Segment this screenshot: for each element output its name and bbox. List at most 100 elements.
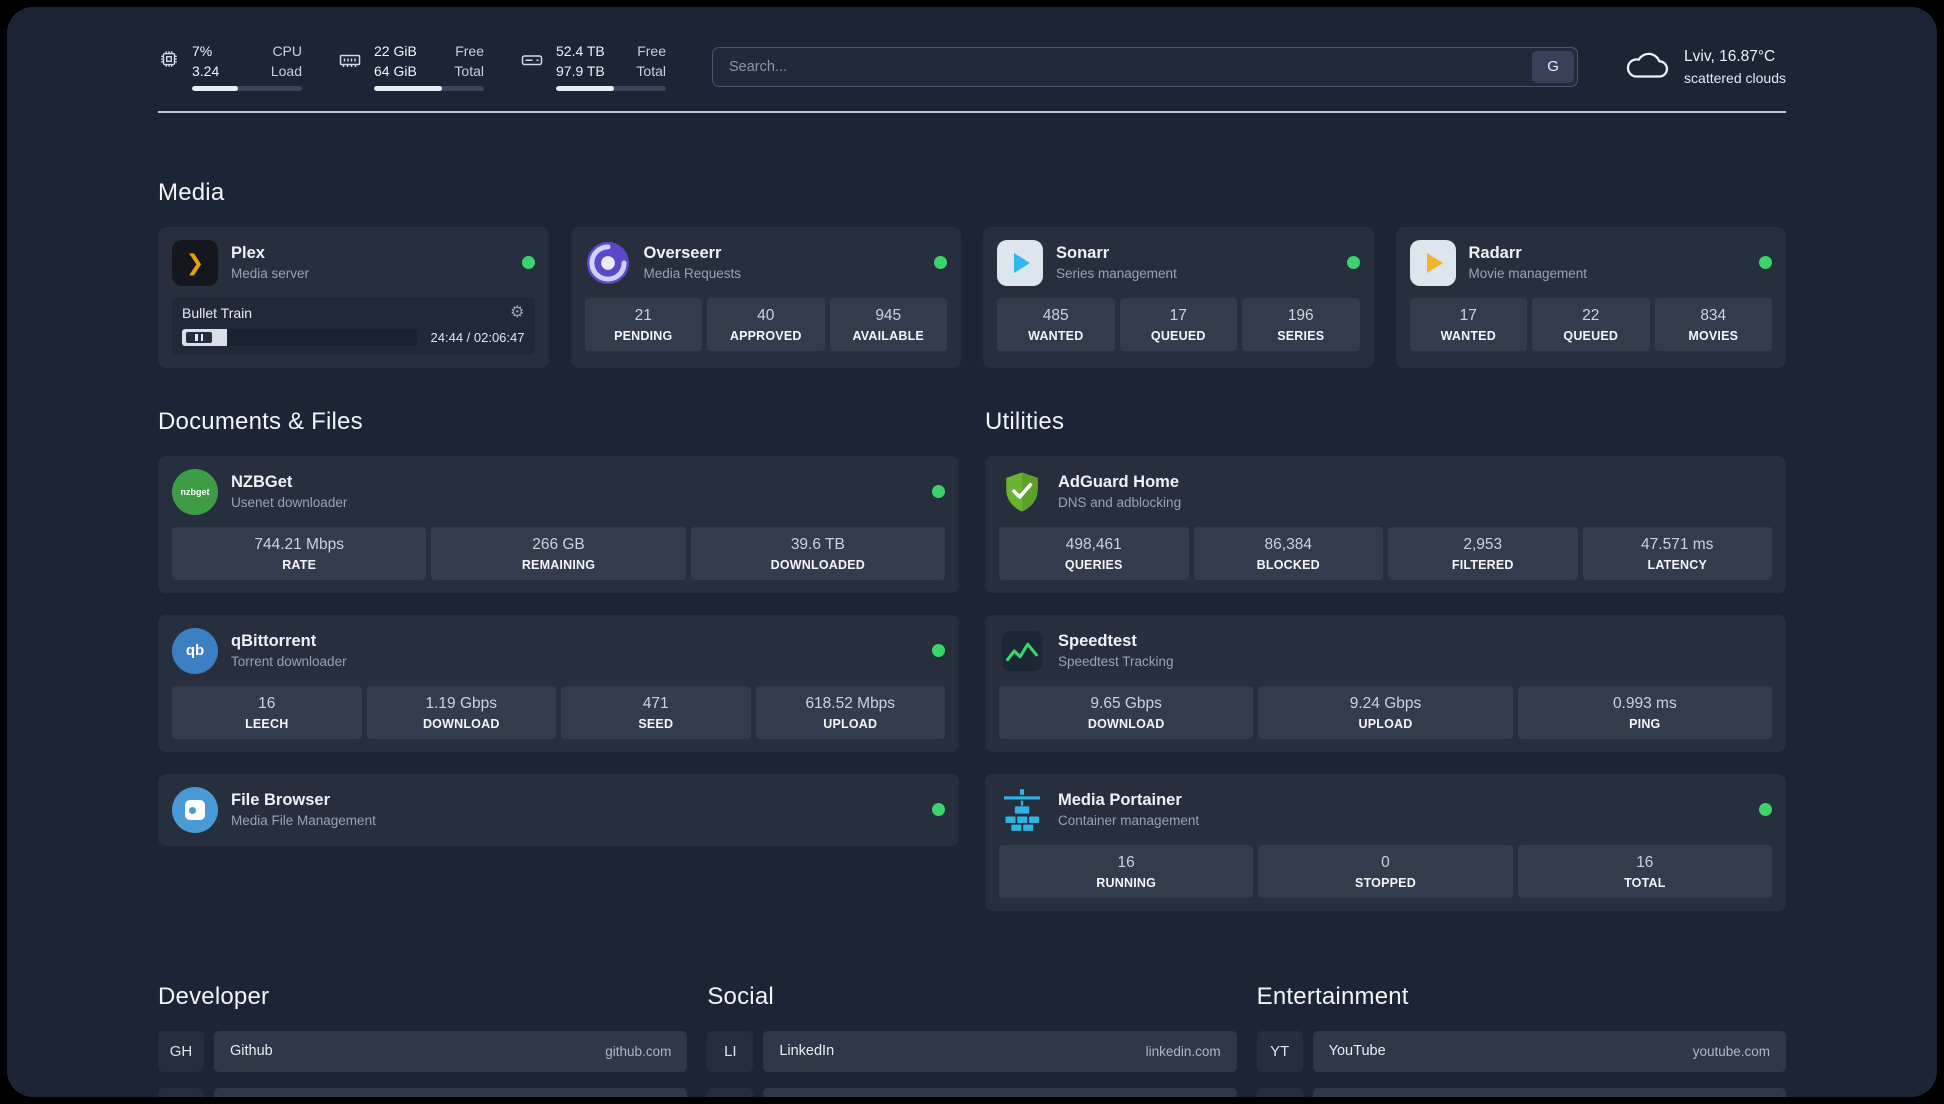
search-input[interactable] [712, 46, 1579, 87]
disk-usage-bar [556, 85, 666, 91]
sonarr-icon[interactable] [997, 239, 1043, 286]
pause-button[interactable] [186, 331, 212, 343]
app-subtitle: Speedtest Tracking [1058, 654, 1174, 670]
stat-latency: 47.571 ms LATENCY [1582, 526, 1772, 580]
app-name[interactable]: Media Portainer [1058, 791, 1182, 810]
app-name[interactable]: File Browser [231, 791, 331, 810]
bookmark-link-stackoverflow[interactable]: StackOverflow stackoverflow.com [214, 1087, 688, 1097]
section-title-social: Social [707, 982, 774, 1010]
bookmark-link-github[interactable]: Github github.com [214, 1030, 688, 1072]
status-dot [932, 485, 945, 499]
app-name[interactable]: Speedtest [1058, 632, 1137, 651]
stat-pending: 21 PENDING [584, 297, 702, 351]
ram-usage-bar [374, 85, 484, 91]
cpu-icon [161, 51, 177, 67]
bookmark-row: YT YouTube youtube.com [1256, 1030, 1786, 1072]
search-engine-button[interactable]: G [1532, 50, 1575, 83]
stats-row: 16 RUNNING 0 STOPPED 16 TOTAL [999, 844, 1772, 898]
disk-total-label: Total [636, 62, 666, 79]
bookmark-row: GH Github github.com [158, 1030, 688, 1072]
filebrowser-card[interactable]: File Browser Media File Management [158, 773, 959, 846]
plex-card[interactable]: ❯ Plex Media server Bullet Train ⚙ [158, 226, 549, 368]
playback-progress-bar[interactable] [182, 328, 417, 346]
plex-icon[interactable]: ❯ [172, 239, 218, 286]
app-name[interactable]: AdGuard Home [1058, 473, 1180, 492]
overseerr-card[interactable]: Overseerr Media Requests 21 PENDING 40 A… [570, 226, 961, 368]
bookmarks-grid: Developer GH Github github.com SO StackO… [158, 983, 1786, 1097]
nzbget-icon[interactable]: nzbget [172, 468, 218, 515]
bookmark-link-twitter[interactable]: Twitter twitter.com [763, 1087, 1237, 1097]
radarr-icon[interactable] [1409, 239, 1456, 286]
bookmark-link-linkedin[interactable]: LinkedIn linkedin.com [763, 1030, 1237, 1072]
stat-total: 16 TOTAL [1517, 844, 1772, 898]
overseerr-icon[interactable] [585, 240, 631, 286]
middle-columns: Documents & Files nzbget NZBGet Usenet d… [158, 408, 1786, 911]
dashboard: 7% 3.24 CPU Load [7, 7, 1937, 1097]
card-header: Media Portainer Container management [999, 787, 1772, 833]
cpu-usage-bar [192, 85, 302, 91]
card-header: Radarr Movie management [1409, 239, 1772, 286]
bookmark-abbr: TW [707, 1087, 754, 1097]
cpu-load-label: Load [270, 62, 302, 79]
stat-remaining: 266 GB REMAINING [431, 526, 686, 580]
ram-metric: 22 GiB 64 GiB Free Total [338, 43, 484, 91]
radarr-card[interactable]: Radarr Movie management 17 WANTED 22 QUE… [1395, 226, 1786, 368]
search-bar: G [712, 46, 1579, 87]
filebrowser-icon[interactable] [172, 786, 218, 833]
documents-section: Documents & Files nzbget NZBGet Usenet d… [158, 408, 959, 846]
weather-location: Lviv, 16.87°C [1684, 47, 1776, 65]
cpu-label: CPU [272, 43, 302, 59]
card-header: File Browser Media File Management [172, 786, 945, 833]
section-title-documents: Documents & Files [158, 407, 363, 435]
gear-icon[interactable]: ⚙ [510, 303, 525, 321]
ram-total-label: Total [454, 62, 484, 79]
section-title-developer: Developer [158, 982, 270, 1010]
card-header: qb qBittorrent Torrent downloader [172, 627, 945, 674]
media-card-grid: ❯ Plex Media server Bullet Train ⚙ [158, 226, 1786, 368]
card-header: Sonarr Series management [997, 239, 1360, 286]
nzbget-card[interactable]: nzbget NZBGet Usenet downloader 744.21 M… [158, 455, 959, 593]
app-subtitle: Torrent downloader [231, 654, 347, 670]
adguard-shield-icon[interactable] [999, 469, 1045, 515]
stat-series: 196 SERIES [1242, 297, 1360, 351]
section-title-entertainment: Entertainment [1256, 982, 1409, 1010]
sonarr-card[interactable]: Sonarr Series management 485 WANTED 17 Q… [983, 226, 1374, 368]
app-name[interactable]: Overseerr [643, 244, 722, 263]
app-subtitle: Container management [1058, 813, 1200, 829]
portainer-crane-icon[interactable] [999, 787, 1045, 833]
section-title-media: Media [158, 178, 225, 206]
app-subtitle: Series management [1056, 266, 1177, 282]
stat-upload: 9.24 Gbps UPLOAD [1258, 685, 1513, 739]
status-dot [932, 644, 945, 658]
app-subtitle: Media File Management [231, 813, 376, 829]
bookmark-abbr: YT [1256, 1030, 1303, 1072]
app-name[interactable]: Radarr [1468, 244, 1522, 263]
play-icon [1014, 252, 1030, 273]
portainer-card[interactable]: Media Portainer Container management 16 … [985, 773, 1786, 911]
speedtest-card[interactable]: Speedtest Speedtest Tracking 9.65 Gbps D… [985, 614, 1786, 752]
bookmark-link-youtube[interactable]: YouTube youtube.com [1312, 1030, 1786, 1072]
app-name[interactable]: qBittorrent [231, 632, 317, 651]
bookmark-abbr: LI [707, 1030, 754, 1072]
app-name[interactable]: Sonarr [1056, 244, 1110, 263]
bookmark-row: NF Netflix netflix.com [1256, 1087, 1786, 1097]
qbittorrent-icon[interactable]: qb [172, 627, 218, 674]
stat-download: 1.19 Gbps DOWNLOAD [366, 685, 556, 739]
section-title-utilities: Utilities [985, 407, 1065, 435]
weather-widget[interactable]: Lviv, 16.87°C scattered clouds [1624, 48, 1786, 86]
media-section: Media ❯ Plex Media server Bullet Train ⚙ [158, 179, 1786, 368]
bookmark-group-entertainment: Entertainment YT YouTube youtube.com NF … [1256, 982, 1786, 1097]
cloud-icon [1626, 52, 1669, 78]
disk-free-value: 52.4 TB [556, 43, 605, 59]
stats-row: 17 WANTED 22 QUEUED 834 MOVIES [1409, 297, 1772, 351]
bookmark-link-netflix[interactable]: Netflix netflix.com [1312, 1087, 1786, 1097]
app-name[interactable]: NZBGet [231, 473, 293, 492]
speedtest-chart-icon[interactable] [999, 628, 1045, 674]
stat-wanted: 17 WANTED [1409, 297, 1527, 351]
card-header: ❯ Plex Media server [172, 239, 535, 286]
adguard-card[interactable]: AdGuard Home DNS and adblocking 498,461 … [985, 455, 1786, 593]
app-name[interactable]: Plex [231, 244, 265, 263]
utilities-section: Utilities AdGuard Home D [985, 408, 1786, 911]
qbittorrent-card[interactable]: qb qBittorrent Torrent downloader 16 LEE… [158, 614, 959, 752]
header-divider [158, 110, 1786, 113]
